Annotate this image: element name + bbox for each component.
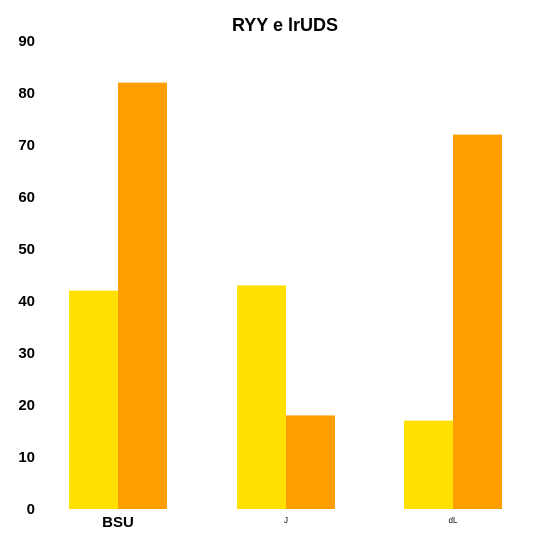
y-tick-label: 20 (18, 397, 35, 414)
bar-dL-series-2 (453, 134, 502, 509)
y-tick-label: 40 (18, 293, 35, 310)
y-axis-tick-labels: 0 10 20 30 40 50 60 70 80 90 (18, 33, 35, 518)
y-tick-label: 90 (18, 33, 35, 50)
y-tick-label: 70 (18, 137, 35, 154)
bar-dL-series-1 (404, 420, 453, 509)
x-tick-label: BSU (102, 514, 134, 531)
y-tick-label: 10 (18, 449, 35, 466)
y-tick-label: 50 (18, 241, 35, 258)
bar-BSU-series-2 (118, 82, 167, 509)
bar-J-series-2 (286, 415, 335, 509)
y-tick-label: 60 (18, 189, 35, 206)
y-tick-label: 0 (27, 501, 35, 518)
bar-series-group (69, 82, 502, 509)
y-tick-label: 80 (18, 85, 35, 102)
x-tick-label: dL (449, 516, 458, 525)
bar-J-series-1 (237, 285, 286, 509)
x-tick-label: J (284, 516, 288, 525)
bar-BSU-series-1 (69, 290, 118, 509)
chart-title: RYY e lrUDS (232, 15, 338, 35)
y-tick-label: 30 (18, 345, 35, 362)
